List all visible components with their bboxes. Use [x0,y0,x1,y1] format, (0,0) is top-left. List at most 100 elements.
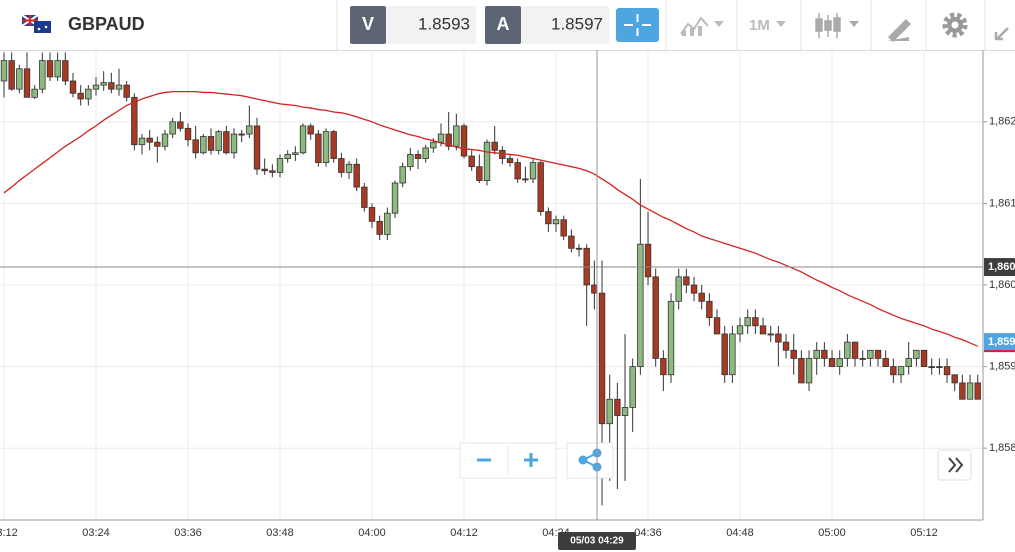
x-tick-label: 04:00 [358,527,386,539]
candle-body [752,317,759,327]
candle-body [782,341,790,351]
interval[interactable]: 1M [749,17,770,34]
y-tick-label: 1,860 [989,279,1015,291]
candle-body [307,125,314,135]
expand-button[interactable] [994,27,1009,41]
candle-body [698,292,705,302]
candle-body [598,292,606,425]
candle-body [552,219,560,225]
candle-body [77,92,84,100]
candle-body [345,163,353,173]
candle-body [836,358,843,367]
candle-body [376,220,383,235]
candle-body [775,333,782,343]
candle-body [54,60,61,78]
candle-body [399,166,406,184]
candle-body [813,349,820,359]
moving-average [3,90,978,347]
candle-body [928,366,935,368]
crosshair-icon [624,14,651,36]
zoom-in-button[interactable] [524,453,538,467]
candle-body [330,131,337,159]
candle-body [276,158,284,173]
zoom-controls [459,442,972,481]
candle-body [545,211,552,225]
candle-body [560,219,567,237]
candle-body [192,139,199,154]
candle-body [430,141,437,149]
candle-body [368,207,376,222]
candle-body [974,382,981,400]
x-tick-label: 03:24 [82,527,110,539]
candle-body [338,158,345,173]
candle-body [920,349,928,367]
candle-body [8,60,15,90]
x-tick-label: 05:00 [818,527,846,539]
candle-body [767,333,774,336]
candle-body [966,382,974,400]
candle-body [913,349,920,359]
candle-body [207,136,215,151]
last-price-label: 1,859 [988,336,1015,348]
candle-body [874,349,882,359]
candle-body [736,325,744,335]
candle-body [100,82,107,86]
settings-button[interactable] [942,12,968,38]
candle-body [23,68,31,98]
candle-body [92,84,100,90]
candle-body [637,243,644,367]
candle-body [123,84,130,98]
candle-body [905,358,912,367]
candle-body [729,333,736,376]
share-button[interactable] [566,442,614,479]
crosshair-price-label: 1,860 [988,261,1015,273]
candle-body [522,178,529,181]
candle-body [230,133,238,154]
flag [21,14,51,33]
crosshair-time-label: 05/03 04:29 [570,536,624,547]
candle-body [859,358,866,360]
ask-price: 1.8597 [551,14,603,33]
candle-body [629,366,636,408]
candle-body [269,170,276,173]
candle-body [851,341,859,359]
y-tick-label: 1,861 [989,197,1015,209]
draw-tool-button[interactable] [887,19,911,42]
candle-body [951,374,958,384]
ask-badge[interactable] [485,6,521,44]
x-tick-label: 03:48 [266,527,294,539]
candle-body [575,247,583,250]
candle-body [154,141,161,147]
candle-body [491,141,498,151]
candle-body [614,398,621,416]
candle-body [437,133,445,143]
x-tick-label: 04:12 [450,527,478,539]
candle-body [146,137,153,143]
candle-body [131,96,138,146]
candle-body [31,88,38,98]
bid-badge[interactable] [350,6,386,44]
x-tick-label: 03:36 [174,527,202,539]
candle-body [177,121,184,129]
candle-body [660,358,667,376]
candle-body [16,68,23,90]
y-tick-label: 1,862 [989,116,1015,128]
candle-body [606,398,613,425]
candle-body [253,125,261,170]
candle-body [514,162,521,180]
candle-body [568,235,575,249]
bid-box [386,6,476,44]
candle-body [161,133,169,147]
crosshair-button[interactable] [616,8,659,42]
crosshair-time-box [558,532,636,550]
candle-body [46,60,54,78]
candle-body [476,166,483,181]
candle-body [299,125,307,154]
candle-style-button[interactable] [815,13,859,38]
candle-body [315,133,322,164]
candle-body [483,141,491,181]
candle-body [721,333,728,376]
candle-body [936,366,943,368]
chart-type-button[interactable] [680,16,724,36]
